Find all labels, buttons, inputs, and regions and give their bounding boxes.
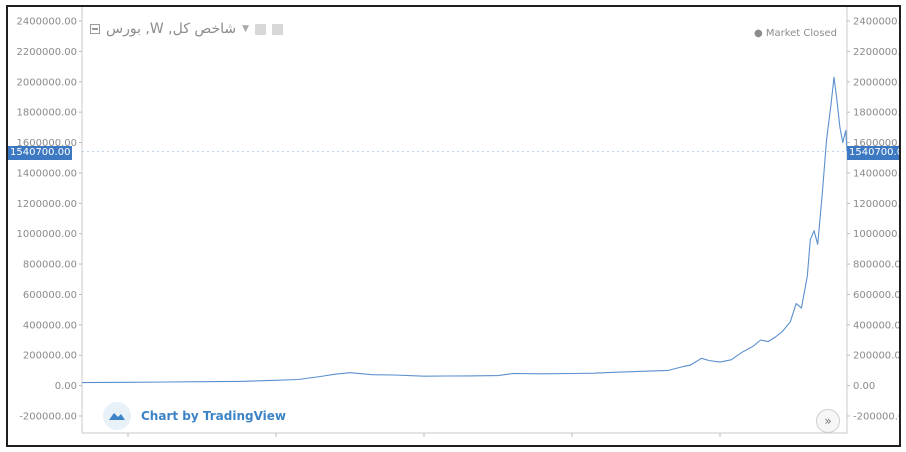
price-label-left-text: 1540700.00 — [10, 147, 71, 158]
price-label-left: 1540700.00 — [8, 146, 73, 160]
double-chevron-right-icon: » — [824, 414, 832, 428]
x-tick-label: 2011 — [115, 444, 140, 445]
gear-icon[interactable] — [272, 23, 284, 35]
y-tick-label-left: 1800000.00 — [17, 108, 77, 119]
settings-icon[interactable] — [255, 23, 267, 35]
y-tick-label-right: 800000.00 — [853, 260, 899, 271]
y-tick-label-left: 200000.00 — [23, 351, 77, 362]
brand-label[interactable]: Chart by TradingView — [141, 409, 287, 423]
symbol-title: بورس ,W ,شاخص کل — [106, 21, 237, 37]
y-tick-label-left: 1600000.00 — [17, 138, 77, 149]
collapse-icon[interactable] — [90, 24, 100, 34]
y-tick-label-right: 2000000.00 — [853, 77, 899, 88]
y-tick-label-right: 1800000.00 — [853, 108, 899, 119]
status-dot-icon: ● — [753, 28, 766, 39]
y-tick-label-right: 2400000.00 — [853, 17, 899, 28]
y-tick-label-right: 600000.00 — [853, 290, 899, 301]
price-label-right-text: 1540700.00 — [849, 147, 899, 158]
x-tick-label: 2013 — [263, 444, 288, 445]
y-tick-label-left: 1200000.00 — [17, 199, 77, 210]
y-tick-label-left: 1400000.00 — [17, 168, 77, 179]
y-tick-label-left: 800000.00 — [23, 260, 77, 271]
tradingview-brand[interactable]: Chart by TradingView — [103, 402, 286, 430]
y-tick-label-right: 0.00 — [853, 381, 875, 392]
y-tick-label-right: 1400000.00 — [853, 168, 899, 179]
y-tick-label-right: 200000.00 — [853, 351, 899, 362]
x-tick-label: 2017 — [559, 444, 584, 445]
chart-frame: 2400000.00 2200000.00 2000000.00 1800000.00… — [6, 5, 901, 447]
x-tick-label: 2015 — [411, 444, 436, 445]
series-line — [81, 76, 848, 384]
x-tick-label: 2019 — [707, 444, 732, 445]
y-tick-label-right: -200000.00 — [853, 412, 899, 423]
chart-header: بورس ,W ,شاخص کل ▼ — [90, 21, 284, 37]
y-tick-label-left: 400000.00 — [23, 320, 77, 331]
market-status-label: Market Closed — [765, 28, 837, 39]
y-tick-label-right: 1600000.00 — [853, 138, 899, 149]
y-tick-label-right: 2200000.00 — [853, 47, 899, 58]
y-tick-label-left: 600000.00 — [23, 290, 77, 301]
tradingview-logo-icon — [103, 402, 131, 430]
y-tick-label-left: 1000000.00 — [17, 229, 77, 240]
y-tick-label-right: 1000000.00 — [853, 229, 899, 240]
y-tick-label-left: 2400000.00 — [17, 17, 77, 28]
y-tick-label-left: 0.00 — [55, 381, 77, 392]
chart-canvas[interactable]: 2400000.00 2200000.00 2000000.00 1800000.00… — [8, 7, 899, 445]
y-tick-label-right: 400000.00 — [853, 320, 899, 331]
y-tick-label-right: 1200000.00 — [853, 199, 899, 210]
chevron-down-icon[interactable]: ▼ — [242, 24, 250, 34]
market-status: ● Market Closed — [754, 28, 837, 39]
y-tick-label-left: 2200000.00 — [17, 47, 77, 58]
price-label-right: 1540700.00 — [847, 146, 899, 160]
scroll-to-realtime-button[interactable]: » — [816, 409, 840, 433]
y-tick-label-left: -200000.00 — [19, 412, 77, 423]
y-tick-label-left: 2000000.00 — [17, 77, 77, 88]
